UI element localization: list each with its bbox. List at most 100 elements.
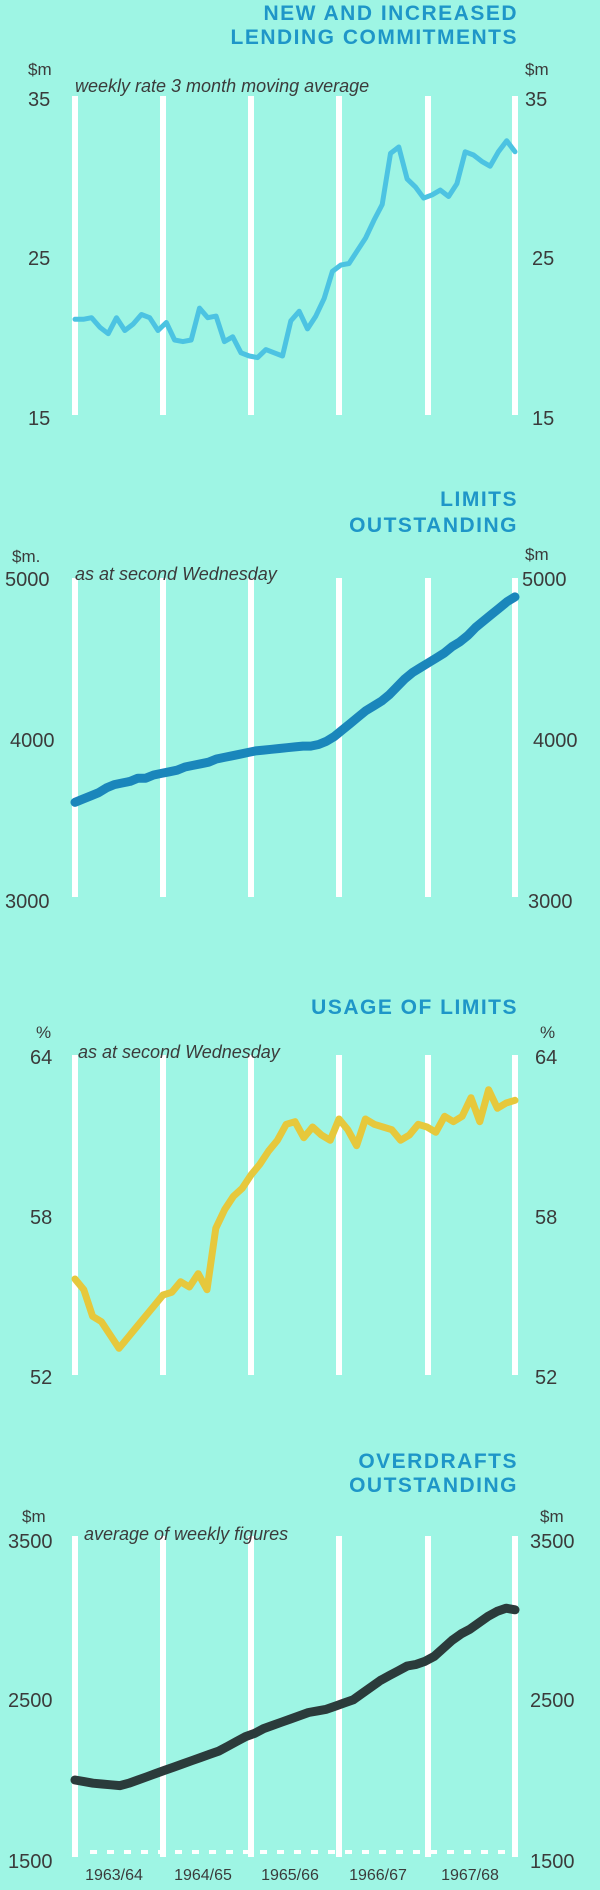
x-dash bbox=[260, 1850, 267, 1854]
x-dash bbox=[294, 1850, 301, 1854]
x-dash bbox=[158, 1850, 165, 1854]
panel-4-ytick-right-bottom: 1500 bbox=[530, 1851, 575, 1873]
panel-4-ytick-right-top: 3500 bbox=[530, 1531, 575, 1553]
gridline-2 bbox=[248, 578, 254, 897]
x-dash bbox=[379, 1850, 386, 1854]
panel-3-ytick-left-mid: 58 bbox=[30, 1207, 52, 1229]
panel-1-ytick-left-top: 35 bbox=[28, 89, 50, 111]
panel-4-ytick-left-mid: 2500 bbox=[8, 1690, 53, 1712]
panel-2-unit-left: $m. bbox=[12, 547, 40, 566]
panel-2-ytick-left-top: 5000 bbox=[5, 569, 50, 591]
panel-1-title-line-1: NEW AND INCREASED bbox=[263, 2, 518, 25]
gridline-3 bbox=[336, 96, 342, 415]
x-dash bbox=[107, 1850, 114, 1854]
gridline-5 bbox=[512, 1536, 518, 1857]
x-dash bbox=[413, 1850, 420, 1854]
gridline-2 bbox=[248, 96, 254, 415]
gridline-4 bbox=[425, 96, 431, 415]
panel-4-gridlines bbox=[72, 1536, 518, 1857]
panel-overdrafts-outstanding: OVERDRAFTS OUTSTANDING $m $m average of … bbox=[8, 1450, 575, 1873]
panel-4-title-line-2: OUTSTANDING bbox=[349, 1474, 518, 1497]
panel-3-ytick-right-top: 64 bbox=[535, 1047, 557, 1069]
panel-2-series-line bbox=[70, 592, 520, 807]
gridline-1 bbox=[160, 578, 166, 897]
panel-2-ytick-left-bottom: 3000 bbox=[5, 891, 50, 913]
x-dash bbox=[175, 1850, 182, 1854]
x-tick-label: 1966/67 bbox=[349, 1867, 407, 1884]
panel-3-ytick-left-top: 64 bbox=[30, 1047, 52, 1069]
panel-1-ytick-right-mid: 25 bbox=[532, 248, 554, 270]
panel-2-unit-right: $m bbox=[525, 545, 549, 564]
panel-1-ytick-left-mid: 25 bbox=[28, 248, 50, 270]
panel-4-series-line bbox=[70, 1603, 520, 1791]
gridline-5 bbox=[512, 1055, 518, 1375]
panel-1-ytick-left-bottom: 15 bbox=[28, 408, 50, 430]
gridline-1 bbox=[160, 1055, 166, 1375]
x-dash bbox=[124, 1850, 131, 1854]
panel-2-ytick-right-top: 5000 bbox=[522, 569, 567, 591]
x-dash bbox=[345, 1850, 352, 1854]
panel-4-title-line-1: OVERDRAFTS bbox=[358, 1450, 518, 1473]
panel-4-subtitle: average of weekly figures bbox=[84, 1524, 288, 1544]
panel-3-unit-left: % bbox=[36, 1023, 51, 1042]
x-dash bbox=[192, 1850, 199, 1854]
panel-1-unit-right: $m bbox=[525, 60, 549, 79]
x-dash bbox=[141, 1850, 148, 1854]
panel-lending-commitments: NEW AND INCREASED LENDING COMMITMENTS $m… bbox=[28, 2, 554, 430]
panel-3-gridlines bbox=[72, 1055, 518, 1375]
gridline-5 bbox=[512, 578, 518, 897]
panel-1-ytick-right-top: 35 bbox=[525, 89, 547, 111]
x-dash bbox=[226, 1850, 233, 1854]
panel-4-x-dashes bbox=[90, 1850, 505, 1854]
panel-2-ytick-left-mid: 4000 bbox=[10, 730, 55, 752]
gridline-3 bbox=[336, 1055, 342, 1375]
x-axis-labels: 1963/64 1964/65 1965/66 1966/67 1967/68 bbox=[85, 1867, 499, 1884]
panel-4-ytick-right-mid: 2500 bbox=[530, 1690, 575, 1712]
panel-2-title-line-2: OUTSTANDING bbox=[349, 514, 518, 537]
gridline-2 bbox=[248, 1536, 254, 1857]
x-tick-label: 1965/66 bbox=[261, 1867, 319, 1884]
panel-1-gridlines bbox=[72, 96, 518, 415]
x-dash bbox=[498, 1850, 505, 1854]
panel-2-ytick-right-bottom: 3000 bbox=[528, 891, 573, 913]
x-dash bbox=[481, 1850, 488, 1854]
x-dash bbox=[90, 1850, 97, 1854]
gridline-1 bbox=[160, 96, 166, 415]
gridline-0 bbox=[72, 1536, 78, 1857]
panel-3-title-line-1: USAGE OF LIMITS bbox=[311, 996, 518, 1019]
panel-2-gridlines bbox=[72, 578, 518, 897]
gridline-0 bbox=[72, 1055, 78, 1375]
panel-1-series-line bbox=[72, 138, 518, 361]
x-dash bbox=[447, 1850, 454, 1854]
gridline-5 bbox=[512, 96, 518, 415]
gridline-0 bbox=[72, 578, 78, 897]
x-tick-label: 1967/68 bbox=[441, 1867, 499, 1884]
panel-3-ytick-left-bottom: 52 bbox=[30, 1367, 52, 1389]
x-dash bbox=[328, 1850, 335, 1854]
x-tick-label: 1964/65 bbox=[174, 1867, 232, 1884]
x-dash bbox=[464, 1850, 471, 1854]
panel-3-ytick-right-mid: 58 bbox=[535, 1207, 557, 1229]
panel-1-title-line-2: LENDING COMMITMENTS bbox=[231, 26, 518, 49]
x-dash bbox=[311, 1850, 318, 1854]
panel-4-unit-left: $m bbox=[22, 1507, 46, 1526]
panel-3-subtitle: as at second Wednesday bbox=[78, 1042, 281, 1062]
gridline-4 bbox=[425, 1536, 431, 1857]
x-tick-label: 1963/64 bbox=[85, 1867, 143, 1884]
panel-limits-outstanding: LIMITS OUTSTANDING $m. $m as at second W… bbox=[5, 488, 578, 913]
panel-usage-of-limits: USAGE OF LIMITS % % as at second Wednesd… bbox=[30, 996, 557, 1389]
x-dash bbox=[277, 1850, 284, 1854]
panel-4-unit-right: $m bbox=[540, 1507, 564, 1526]
gridline-4 bbox=[425, 578, 431, 897]
panel-1-ytick-right-bottom: 15 bbox=[532, 408, 554, 430]
panel-1-unit-left: $m bbox=[28, 60, 52, 79]
gridline-4 bbox=[425, 1055, 431, 1375]
panel-4-ytick-left-top: 3500 bbox=[8, 1531, 53, 1553]
panel-4-ytick-left-bottom: 1500 bbox=[8, 1851, 53, 1873]
x-dash bbox=[209, 1850, 216, 1854]
panel-2-subtitle: as at second Wednesday bbox=[75, 564, 278, 584]
x-dash bbox=[243, 1850, 250, 1854]
x-dash bbox=[430, 1850, 437, 1854]
panel-2-ytick-right-mid: 4000 bbox=[533, 730, 578, 752]
